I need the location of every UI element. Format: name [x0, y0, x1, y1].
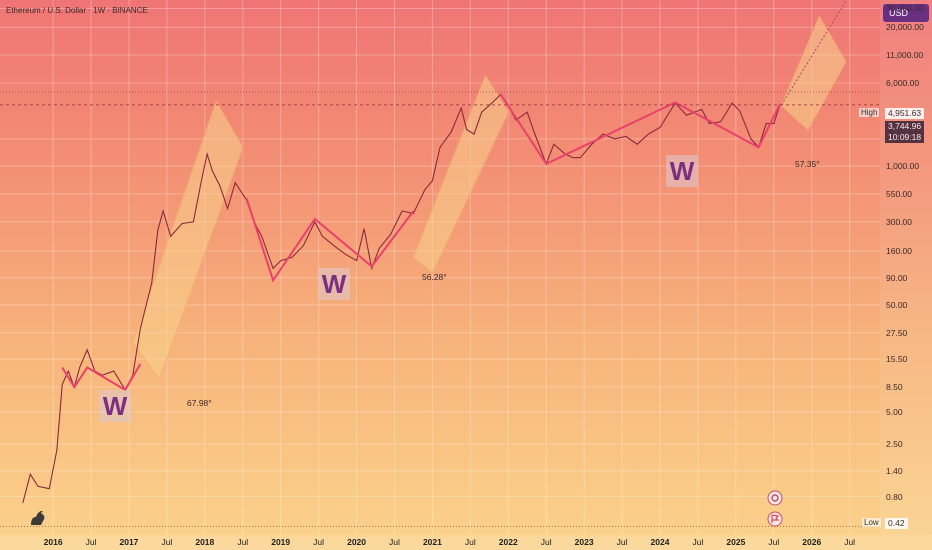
time-axis[interactable] [0, 535, 932, 550]
price-tick-label: 1,000.00 [886, 161, 920, 172]
time-tick-label: Jul [85, 537, 97, 547]
w-pattern-line [61, 363, 142, 392]
low-price-tag: 0.42 [885, 518, 908, 529]
price-tick-label: 11,000.00 [886, 49, 924, 60]
high-price-tag: 4,951.63 [885, 108, 925, 119]
time-tick-label: Jul [616, 537, 628, 547]
w-pattern-label-1: W [99, 390, 131, 422]
time-tick-label: 2026 [802, 537, 822, 547]
angle-measure-2: 56.28° [422, 272, 447, 282]
time-tick-label: Jul [464, 537, 476, 547]
price-tick-label: 6,000.00 [886, 78, 920, 89]
time-tick-label: 2018 [195, 537, 215, 547]
time-tick-label: Jul [692, 537, 704, 547]
time-tick-label: 2020 [347, 537, 367, 547]
projection-line [780, 0, 848, 106]
time-tick-label: 2021 [422, 537, 442, 547]
time-tick-label: Jul [237, 537, 249, 547]
price-axis[interactable] [880, 0, 932, 535]
price-tick-label: 550.00 [886, 188, 912, 199]
trend-channel [412, 74, 509, 274]
time-tick-label: 2022 [498, 537, 518, 547]
low-label: Low [862, 518, 881, 527]
price-tick-label: 27.50 [886, 327, 908, 338]
price-tick-label: 300.00 [886, 216, 912, 227]
trend-channel [132, 100, 244, 381]
currency-button[interactable]: USD [883, 4, 929, 22]
trend-channel [780, 15, 847, 131]
current-price-tag: 3,744.96 [885, 121, 925, 132]
time-tick-label: Jul [161, 537, 173, 547]
price-tick-label: 0.80 [886, 491, 903, 502]
bar-countdown-tag: 10:09:18 [885, 132, 925, 143]
time-tick-label: 2016 [43, 537, 63, 547]
time-tick-label: 2023 [574, 537, 594, 547]
flag-icon[interactable] [767, 511, 783, 527]
time-tick-label: 2019 [271, 537, 291, 547]
price-tick-label: 1.40 [886, 465, 903, 476]
price-tick-label: 20,000.00 [886, 22, 924, 33]
time-tick-label: Jul [313, 537, 325, 547]
w-pattern-line [245, 197, 415, 283]
gear-icon[interactable] [767, 490, 783, 506]
time-tick-label: 2017 [119, 537, 139, 547]
w-pattern-label-2: W [318, 268, 350, 300]
tradingview-logo[interactable] [28, 505, 50, 527]
time-tick-label: Jul [768, 537, 780, 547]
price-tick-label: 160.00 [886, 246, 912, 257]
price-tick-label: 50.00 [886, 299, 908, 310]
angle-measure-1: 67.98° [187, 398, 212, 408]
time-tick-label: Jul [389, 537, 400, 547]
price-tick-label: 15.50 [886, 354, 908, 365]
price-tick-label: 2.50 [886, 438, 903, 449]
price-tick-label: 8.50 [886, 382, 903, 393]
high-label: High [859, 108, 880, 117]
time-tick-label: Jul [540, 537, 552, 547]
chart-title: Ethereum / U.S. Dollar · 1W · BINANCE [6, 6, 148, 15]
time-tick-label: 2025 [726, 537, 746, 547]
price-tick-label: 90.00 [886, 272, 908, 283]
time-tick-label: 2024 [650, 537, 670, 547]
w-pattern-line [499, 93, 781, 166]
time-tick-label: Jul [844, 537, 856, 547]
price-tick-label: 5.00 [886, 406, 903, 417]
angle-measure-3: 57.35° [795, 159, 820, 169]
price-tick-label: 30,000.00 [886, 3, 924, 14]
w-pattern-label-3: W [666, 155, 698, 187]
